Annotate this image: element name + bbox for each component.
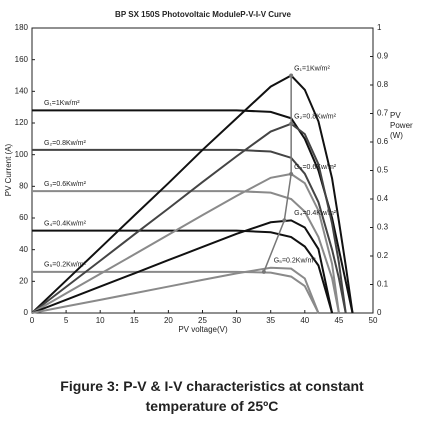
x-tick-label: 35 (266, 316, 275, 325)
x-tick-label: 20 (164, 316, 173, 325)
caption: temperature of 25ºC (145, 398, 279, 414)
mpp-point (289, 121, 294, 126)
y2-tick-label: 1 (377, 23, 382, 32)
y-tick-label: 100 (15, 150, 29, 159)
x-tick-label: 30 (232, 316, 241, 325)
series-line (31, 266, 320, 314)
y-tick-label: 20 (19, 276, 28, 285)
series-label: G₃=0.6Kw/m² (44, 181, 87, 188)
y2-tick-label: 0.2 (377, 251, 389, 260)
x-tick-label: 50 (369, 316, 378, 325)
series-label: G₃=0.6Kw/m² (294, 164, 337, 171)
series-line (31, 122, 347, 314)
x-tick-label: 45 (334, 316, 343, 325)
series-label: G₄=0.4Kw/m² (44, 221, 87, 228)
x-tick-label: 10 (96, 316, 105, 325)
y-tick-label: 0 (24, 308, 29, 317)
series-line (32, 270, 320, 314)
mpp-point (289, 171, 294, 176)
series-line (32, 109, 354, 314)
caption: Figure 3: P-V & I-V characteristics at c… (60, 378, 364, 394)
series-label: G₁=1Kw/m² (294, 65, 330, 72)
mpp-point (282, 218, 287, 223)
x-tick-label: 5 (64, 316, 69, 325)
series-label: G₁=1Kw/m² (44, 100, 80, 107)
y2-axis-label: Power (390, 121, 413, 130)
mpp-point (289, 73, 294, 78)
y2-tick-label: 0 (377, 308, 382, 317)
y-tick-label: 180 (15, 23, 29, 32)
series-label: G₅=0.2Kw/m² (44, 262, 87, 269)
y2-tick-label: 0.9 (377, 52, 389, 61)
series-line (32, 148, 347, 314)
y2-axis-label: (W) (390, 131, 403, 140)
chart-title: BP SX 150S Photovoltaic ModuleP-V-I-V Cu… (115, 10, 291, 19)
series-label: G₂=0.8Kw/m² (44, 140, 86, 147)
series-label: G₅=0.2Kw/m² (274, 258, 317, 265)
x-tick-label: 25 (198, 316, 207, 325)
y-tick-label: 60 (19, 213, 28, 222)
mpp-line (263, 75, 292, 273)
series-line (32, 190, 340, 314)
series-line (31, 219, 334, 314)
y2-tick-label: 0.3 (377, 223, 389, 232)
x-tick-label: 0 (30, 316, 35, 325)
y-tick-label: 160 (15, 55, 29, 64)
y-tick-label: 40 (19, 245, 28, 254)
x-tick-label: 15 (130, 316, 139, 325)
y-tick-label: 140 (15, 86, 29, 95)
y2-tick-label: 0.7 (377, 109, 389, 118)
x-tick-label: 40 (300, 316, 309, 325)
series-line (31, 172, 340, 314)
y-tick-label: 80 (19, 181, 28, 190)
x-axis-label: PV voltage(V) (178, 325, 228, 334)
y2-tick-label: 0.1 (377, 280, 389, 289)
series-line (32, 229, 334, 314)
series-label: G₄=0.4Kw/m² (294, 210, 337, 217)
y2-tick-label: 0.4 (377, 194, 389, 203)
y2-tick-label: 0.6 (377, 137, 389, 146)
y2-tick-label: 0.5 (377, 166, 389, 175)
y2-axis-label: PV (390, 111, 401, 120)
y-axis-label: PV Current (A) (4, 143, 13, 196)
series-label: G₂=0.8Kw/m² (294, 114, 336, 121)
y-tick-label: 120 (15, 118, 29, 127)
chart: BP SX 150S Photovoltaic ModuleP-V-I-V Cu… (4, 10, 413, 334)
y2-tick-label: 0.8 (377, 80, 389, 89)
mpp-point (261, 269, 266, 274)
series-line (31, 74, 354, 314)
